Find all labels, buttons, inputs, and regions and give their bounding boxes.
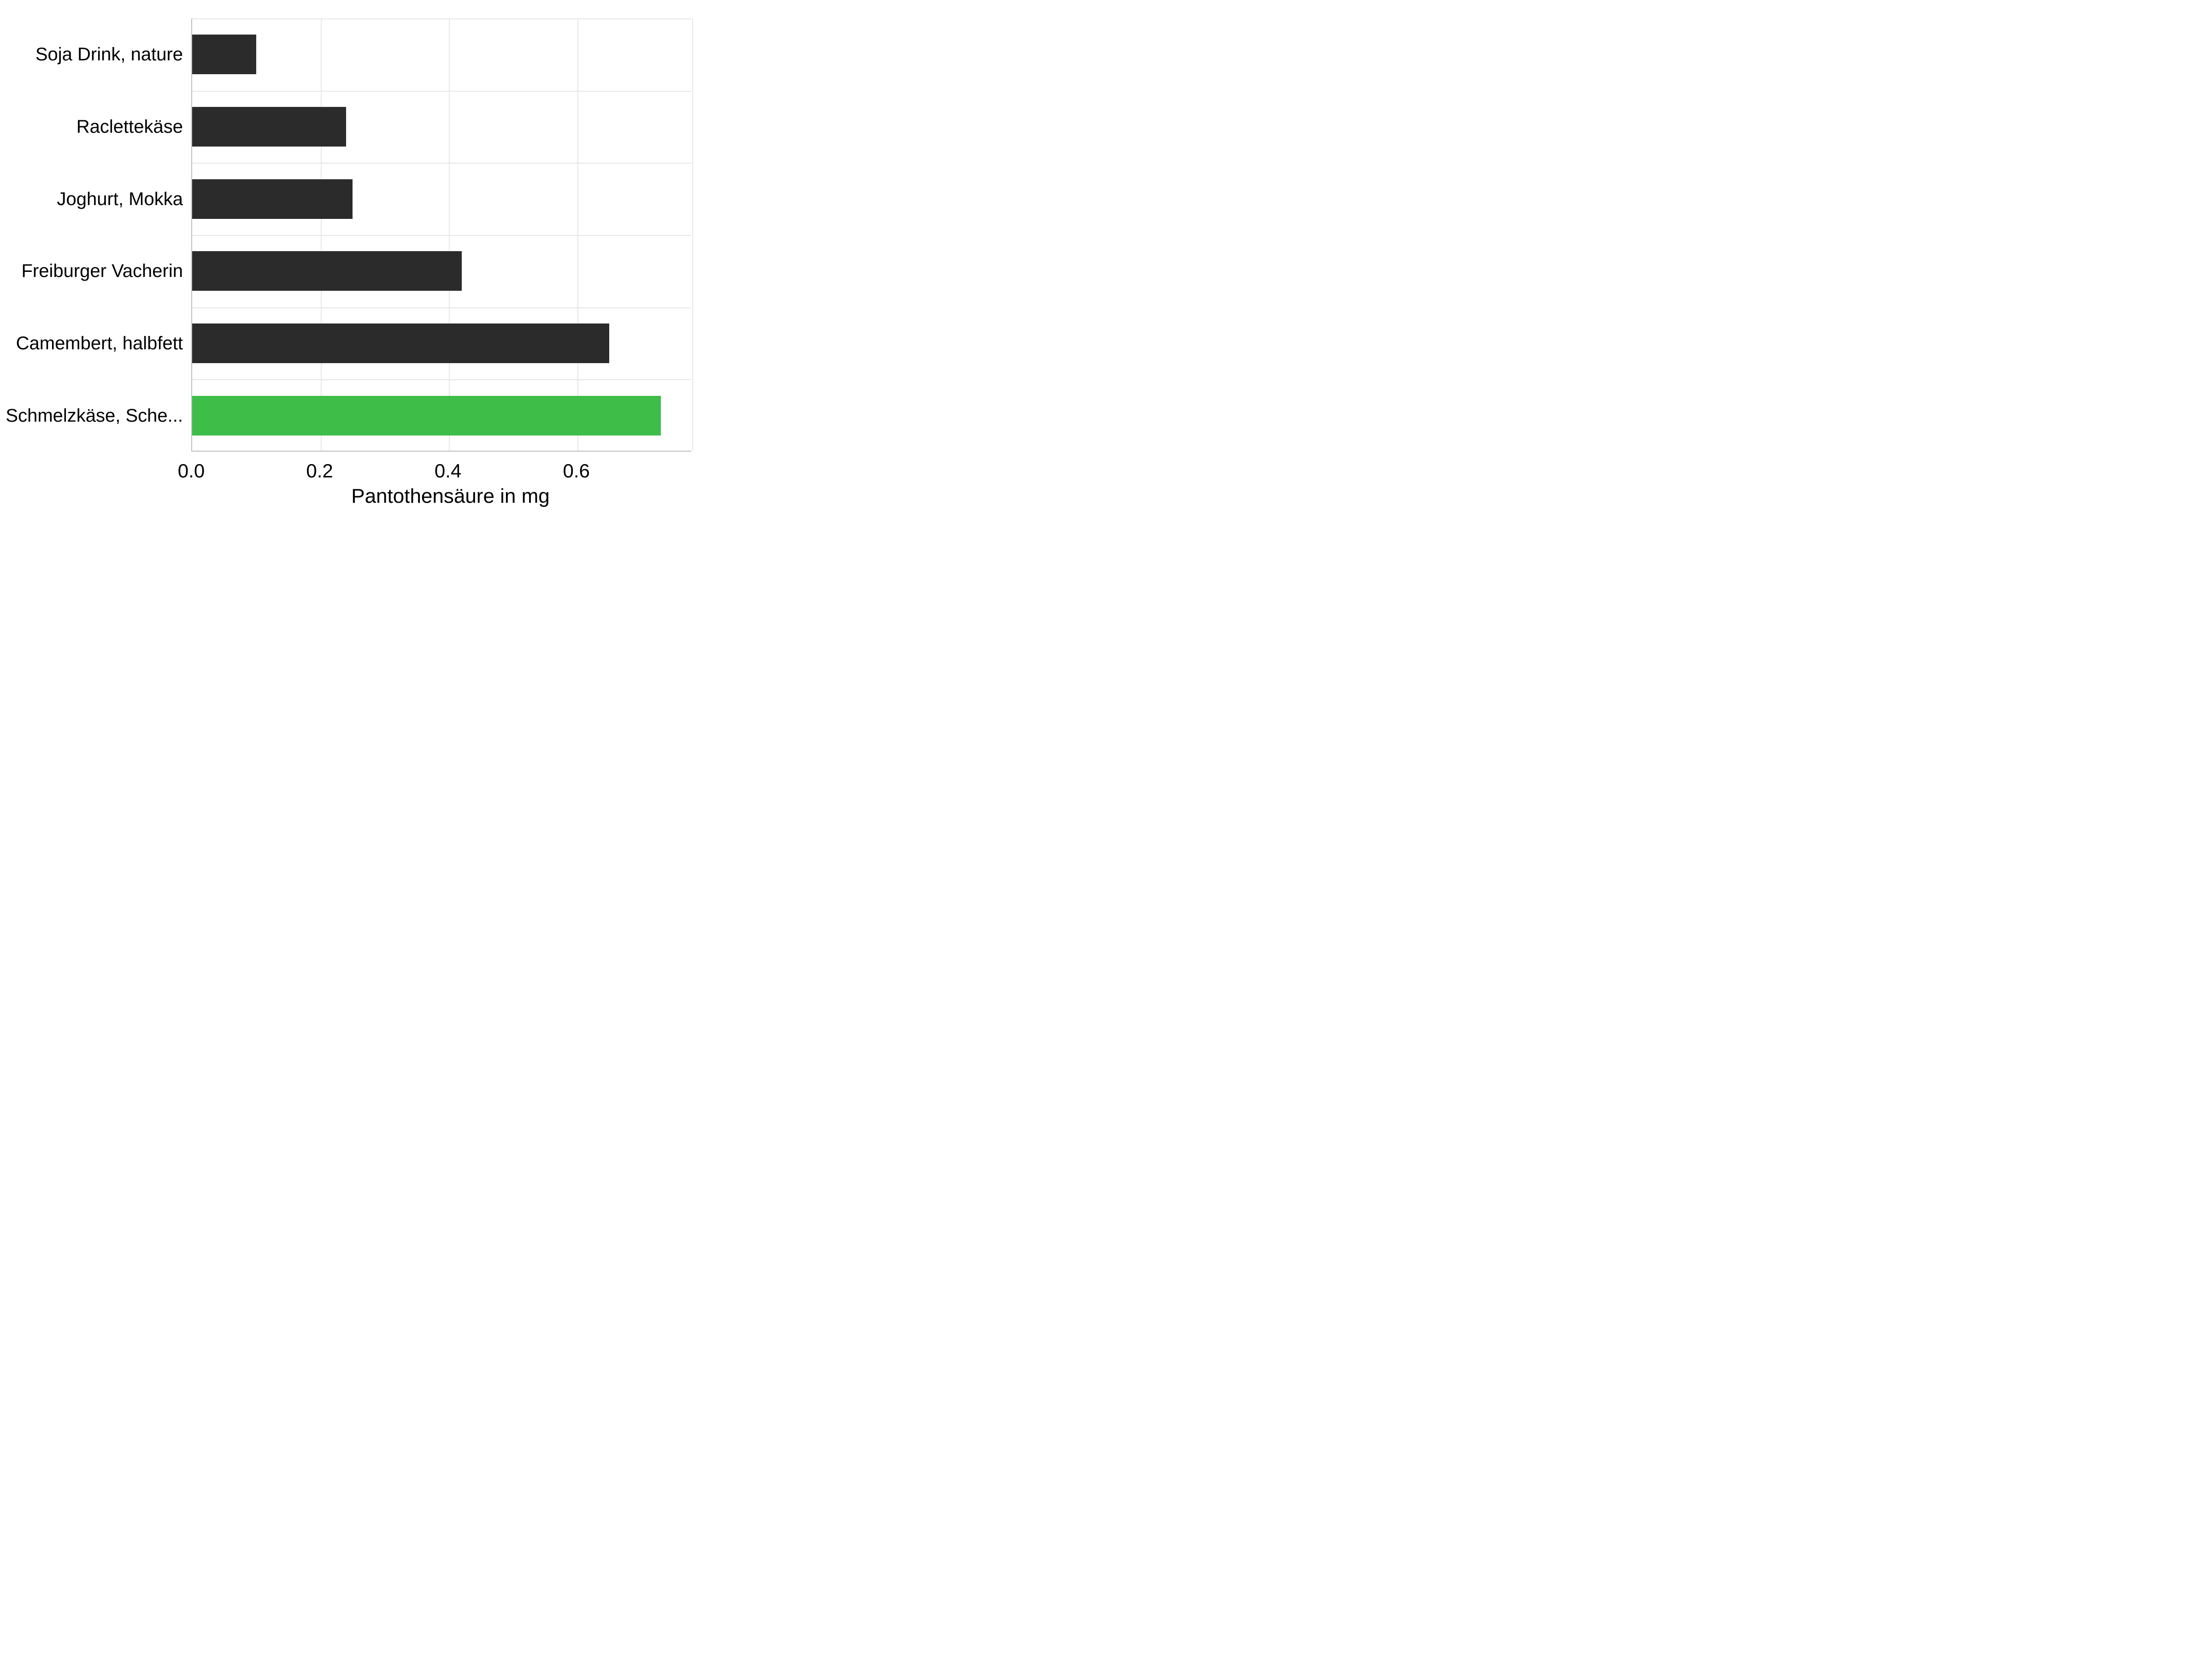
gridline-vertical bbox=[577, 18, 578, 451]
y-tick-label: Schmelzkäse, Sche... bbox=[6, 406, 183, 426]
bar bbox=[192, 324, 609, 363]
x-axis-label: Pantothensäure in mg bbox=[322, 485, 580, 508]
gridline-horizontal bbox=[192, 379, 691, 380]
y-tick-label: Camembert, halbfett bbox=[6, 333, 183, 353]
gridline-vertical bbox=[692, 18, 693, 451]
y-tick-label: Joghurt, Mokka bbox=[6, 189, 183, 209]
y-tick-label: Raclettekäse bbox=[6, 117, 183, 137]
bar bbox=[192, 179, 353, 219]
gridline-horizontal bbox=[192, 91, 691, 92]
x-tick-label: 0.2 bbox=[306, 460, 333, 482]
plot-area bbox=[191, 18, 691, 452]
bar bbox=[192, 35, 256, 74]
gridline-horizontal bbox=[192, 235, 691, 236]
gridline-vertical bbox=[449, 18, 450, 451]
y-tick-label: Freiburger Vacherin bbox=[6, 261, 183, 281]
chart-container: Soja Drink, nature Raclettekäse Joghurt, M… bbox=[0, 0, 708, 531]
bar bbox=[192, 251, 462, 291]
x-tick-label: 0.4 bbox=[435, 460, 461, 482]
x-tick-label: 0.6 bbox=[563, 460, 589, 482]
gridline-horizontal bbox=[192, 307, 691, 308]
bar bbox=[192, 396, 661, 435]
gridline-horizontal bbox=[192, 18, 691, 19]
gridline-horizontal bbox=[192, 163, 691, 164]
bar bbox=[192, 107, 346, 147]
y-tick-label: Soja Drink, nature bbox=[6, 44, 183, 65]
x-tick-label: 0.0 bbox=[178, 460, 205, 482]
gridline-vertical bbox=[321, 18, 322, 451]
